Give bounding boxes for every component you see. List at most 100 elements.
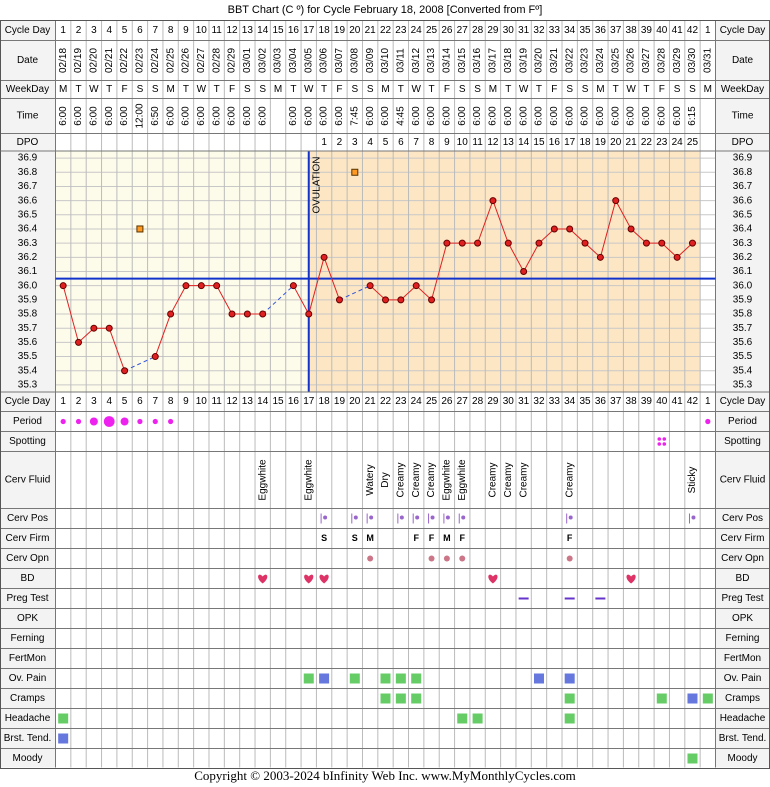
row-label: Cerv Pos bbox=[7, 513, 48, 524]
time-label: 4:45 bbox=[395, 106, 406, 126]
cerv-pos-dot bbox=[445, 515, 450, 520]
cycle_day-label: 11 bbox=[211, 25, 222, 36]
weekday-label: S bbox=[566, 84, 573, 95]
temperature-point bbox=[474, 239, 482, 247]
y-tick-label: 36.4 bbox=[733, 224, 753, 235]
row-label: Cerv Opn bbox=[721, 553, 764, 564]
cerv-firm-label: S bbox=[352, 533, 358, 543]
row-label: Period bbox=[13, 416, 42, 427]
cerv-fluid-label: Creamy bbox=[395, 462, 406, 497]
cycle_day-label: 22 bbox=[380, 25, 392, 36]
cerv-pos-dot bbox=[568, 515, 573, 520]
date-label: 03/17 bbox=[488, 48, 499, 73]
weekday-label: S bbox=[674, 84, 681, 95]
temperature-point bbox=[504, 239, 512, 247]
weekday-label: W bbox=[197, 84, 207, 95]
temperature-point bbox=[289, 282, 297, 290]
dpo-label: 19 bbox=[595, 137, 607, 148]
y-tick-label: 36.6 bbox=[18, 195, 38, 206]
cerv-opn-dot bbox=[443, 555, 450, 562]
cycle-day-label: 42 bbox=[687, 396, 699, 407]
time-label: 6:00 bbox=[503, 106, 514, 126]
row-label: Headache bbox=[5, 713, 51, 724]
label-bg-right bbox=[715, 20, 770, 768]
cycle_day-label: 37 bbox=[610, 25, 622, 36]
cycle_day-label: 26 bbox=[441, 25, 453, 36]
temperature-point bbox=[197, 282, 205, 290]
time-label: 12:00 bbox=[135, 103, 146, 128]
cycle-day-label: 28 bbox=[472, 396, 484, 407]
cycle_day-label: 29 bbox=[487, 25, 499, 36]
bd-heart bbox=[304, 574, 314, 584]
cycle_day-label: 19 bbox=[334, 25, 346, 36]
weekday-label: S bbox=[351, 84, 358, 95]
cycle-day-label: 22 bbox=[380, 396, 392, 407]
temperature-point bbox=[428, 296, 436, 304]
date-label: 03/05 bbox=[303, 48, 314, 73]
cycle-day-label: 29 bbox=[487, 396, 499, 407]
period-dot bbox=[75, 418, 82, 425]
bd-heart bbox=[319, 574, 329, 584]
row-label: Brst. Tend. bbox=[719, 733, 767, 744]
cycle-day-label: 8 bbox=[168, 396, 174, 407]
cerv-pos-dot bbox=[353, 515, 358, 520]
time-label: 6:00 bbox=[181, 106, 192, 126]
symptom-square bbox=[349, 673, 360, 684]
cerv-opn-dot bbox=[566, 555, 573, 562]
row-label: Spotting bbox=[724, 436, 761, 447]
cycle_day-label: 25 bbox=[426, 25, 438, 36]
spotting-dot bbox=[662, 437, 667, 441]
temperature-point bbox=[243, 310, 251, 318]
weekday-label: M bbox=[59, 84, 67, 95]
temperature-point bbox=[627, 225, 635, 233]
cycle-day-label: 1 bbox=[60, 396, 66, 407]
cerv-fluid-label: Eggwhite bbox=[303, 459, 314, 501]
time-label: 6:00 bbox=[211, 106, 222, 126]
cerv-fluid-label: Creamy bbox=[564, 462, 575, 497]
date-label: 02/24 bbox=[150, 48, 161, 73]
weekday-label: F bbox=[229, 84, 235, 95]
row-label: Cerv Firm bbox=[721, 533, 765, 544]
date-label: 03/11 bbox=[395, 48, 406, 73]
y-tick-label: 36.9 bbox=[18, 153, 38, 164]
y-tick-label: 36.9 bbox=[733, 153, 753, 164]
temperature-point bbox=[581, 239, 589, 247]
row-label: Time bbox=[732, 111, 754, 122]
cycle_day-label: 3 bbox=[91, 25, 97, 36]
date-label: 03/02 bbox=[257, 48, 268, 73]
y-tick-label: 35.3 bbox=[733, 380, 753, 391]
weekday-label: M bbox=[596, 84, 604, 95]
y-tick-label: 36.7 bbox=[18, 181, 38, 192]
time-label: 6:00 bbox=[564, 106, 575, 126]
row-label: Ov. Pain bbox=[724, 673, 762, 684]
date-label: 03/21 bbox=[549, 48, 560, 73]
cycle-day-label: 33 bbox=[549, 396, 561, 407]
cerv-firm-label: F bbox=[567, 533, 573, 543]
cerv-firm-label: F bbox=[429, 533, 435, 543]
row-label: Moody bbox=[727, 753, 757, 764]
row-label: Cerv Fluid bbox=[5, 475, 51, 486]
cerv-fluid-label: Sticky bbox=[687, 467, 698, 494]
y-tick-label: 35.4 bbox=[733, 365, 753, 376]
cycle_day-label: 27 bbox=[457, 25, 469, 36]
weekday-label: T bbox=[75, 84, 81, 95]
dpo-label: 21 bbox=[626, 137, 638, 148]
cycle_day-label: 42 bbox=[687, 25, 699, 36]
cycle_day-label: 8 bbox=[168, 25, 174, 36]
temperature-point bbox=[151, 353, 159, 361]
y-tick-label: 36.8 bbox=[733, 167, 753, 178]
cycle-day-label: 21 bbox=[365, 396, 377, 407]
dpo-label: 16 bbox=[549, 137, 561, 148]
chart-title: BBT Chart (C º) for Cycle February 18, 2… bbox=[228, 4, 543, 16]
date-label: 03/12 bbox=[411, 48, 422, 73]
spotting-dot bbox=[657, 437, 662, 441]
weekday-label: M bbox=[166, 84, 174, 95]
temperature-point bbox=[305, 310, 313, 318]
cerv-firm-label: M bbox=[443, 533, 451, 543]
discarded-temp bbox=[136, 225, 144, 233]
weekday-label: S bbox=[152, 84, 159, 95]
dpo-label: 15 bbox=[533, 137, 545, 148]
cycle_day-label: 28 bbox=[472, 25, 484, 36]
time-label: 6:00 bbox=[227, 106, 238, 126]
time-label: 6:15 bbox=[687, 106, 698, 126]
